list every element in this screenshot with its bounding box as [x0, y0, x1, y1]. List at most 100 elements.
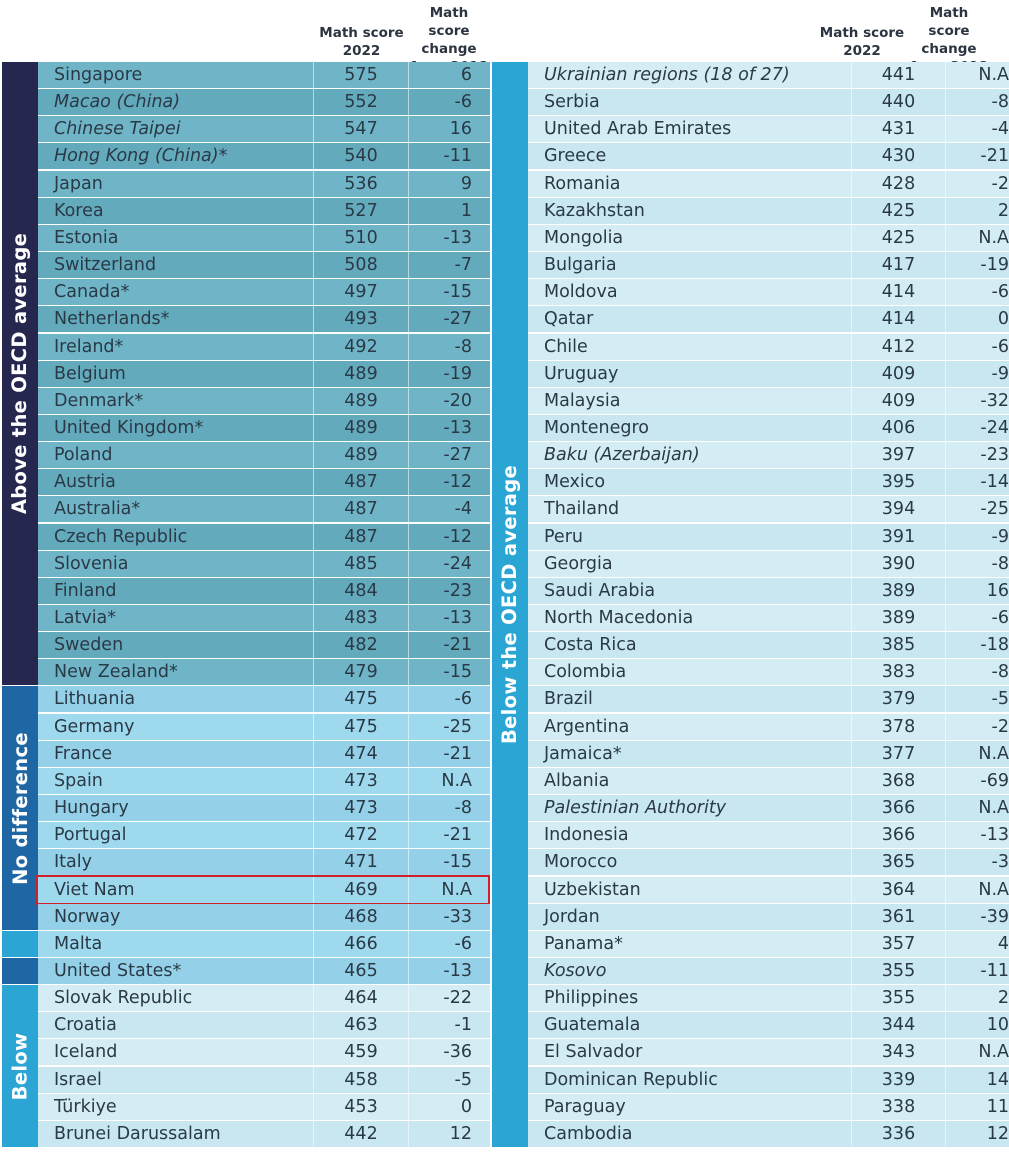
country-name: Macao (China)	[38, 89, 314, 116]
country-name: Switzerland	[38, 252, 314, 278]
math-score-2022: 366	[852, 795, 946, 821]
score-change: -15	[443, 662, 472, 683]
math-score-2022: 365	[852, 849, 946, 876]
country-name: Qatar	[528, 306, 852, 333]
country-name: Korea	[38, 197, 314, 224]
math-score-2022: 493	[314, 306, 409, 333]
table-row: United Arab Emirates 431 -4	[528, 116, 1009, 143]
score-change: -15	[443, 282, 472, 303]
score-change: -18	[980, 635, 1009, 656]
score-change: -6	[454, 689, 472, 710]
table-row: Hong Kong (China)* 540 -11	[38, 143, 490, 170]
country-name: Mongolia	[528, 224, 852, 251]
country-name: Poland	[38, 442, 314, 469]
table-row: Slovak Republic 464 -22	[38, 985, 490, 1012]
country-name: Moldova	[528, 279, 852, 306]
country-name: Jordan	[528, 903, 852, 930]
band-above-average: Above the OECD average	[2, 62, 38, 685]
math-score-2022: 390	[852, 550, 946, 577]
country-name: Singapore	[38, 62, 314, 88]
table-row: Thailand 394 -25	[528, 496, 1009, 523]
math-score-2022: 343	[852, 1039, 946, 1066]
country-name: Spain	[38, 767, 314, 794]
score-change: -6	[991, 608, 1009, 628]
math-score-2022: 475	[314, 686, 409, 713]
math-score-2022: 430	[852, 143, 946, 170]
table-row: Japan 536 9	[38, 170, 490, 197]
country-name: Morocco	[528, 849, 852, 876]
table-row: Dominican Republic 339 14	[528, 1066, 1009, 1093]
table-row: Canada* 497 -15	[38, 279, 490, 306]
score-change: -6	[991, 336, 1009, 357]
table-row: Guatemala 344 10	[528, 1012, 1009, 1039]
score-change: -6	[454, 933, 472, 954]
math-score-2022: 425	[852, 197, 946, 224]
score-change: -21	[980, 146, 1009, 167]
country-name: Georgia	[528, 550, 852, 577]
score-change: N.A	[978, 743, 1009, 764]
math-score-2022: 540	[314, 143, 409, 170]
math-score-2022: 465	[314, 957, 409, 984]
country-name: Chile	[528, 333, 852, 360]
table-row: Kosovo 355 -11	[528, 957, 1009, 984]
score-change: -8	[991, 92, 1009, 113]
table-row: Macao (China) 552 -6	[38, 89, 490, 116]
score-change: -25	[980, 499, 1009, 520]
table-row: Israel 458 -5	[38, 1066, 490, 1093]
table-row: Romania 428 -2	[528, 170, 1009, 197]
math-score-2022: 397	[852, 442, 946, 469]
table-row: Estonia 510 -13	[38, 224, 490, 251]
score-change: -8	[991, 553, 1009, 574]
score-change: -13	[443, 960, 472, 981]
math-score-2022: 489	[314, 414, 409, 441]
country-name: Israel	[38, 1066, 314, 1093]
score-change: 1	[460, 200, 472, 221]
table-row: Panama* 357 4	[528, 930, 1009, 957]
math-score-2022: 479	[314, 659, 409, 686]
score-change: 16	[986, 580, 1009, 601]
country-name: Hungary	[38, 795, 314, 821]
country-name: Finland	[38, 577, 314, 604]
score-change: 14	[986, 1069, 1009, 1090]
score-change: -2	[991, 173, 1009, 194]
math-score-2022: 355	[852, 957, 946, 984]
score-change: 12	[986, 1123, 1009, 1144]
score-change: N.A	[978, 879, 1009, 900]
country-name: Malta	[38, 930, 314, 957]
table-row: Colombia 383 -8	[528, 659, 1009, 686]
math-score-2022: 547	[314, 116, 409, 143]
score-change: 2	[997, 988, 1009, 1009]
table-row: Singapore 575 6	[38, 62, 490, 88]
country-name: Austria	[38, 469, 314, 496]
math-score-2022: 394	[852, 496, 946, 523]
right-score-header: Math score 2022	[819, 25, 905, 59]
math-score-2022: 468	[314, 903, 409, 930]
score-change: -7	[454, 255, 472, 275]
score-change: -11	[443, 146, 472, 167]
country-name: Hong Kong (China)*	[38, 143, 314, 170]
table-row: Mongolia 425 N.A	[528, 224, 1009, 251]
country-name: Montenegro	[528, 414, 852, 441]
math-score-2022: 489	[314, 442, 409, 469]
table-row: Bulgaria 417 -19	[528, 252, 1009, 278]
table-row: Lithuania 475 -6	[38, 686, 490, 713]
score-change: 9	[460, 173, 472, 194]
math-score-2022: 475	[314, 713, 409, 740]
math-score-2022: 391	[852, 523, 946, 550]
band-below-average: Below the OECD average	[492, 62, 528, 1147]
country-name: Costa Rica	[528, 632, 852, 659]
score-change: -4	[991, 119, 1009, 140]
math-score-2022: 389	[852, 577, 946, 604]
band-malta-marker	[2, 931, 38, 957]
math-score-2022: 575	[314, 62, 409, 88]
score-change: -23	[443, 580, 472, 601]
country-name: Czech Republic	[38, 523, 314, 550]
math-score-2022: 552	[314, 89, 409, 116]
band-below-label: Below the OECD average	[498, 464, 522, 745]
table-row: Netherlands* 493 -27	[38, 306, 490, 333]
score-change: N.A	[978, 227, 1009, 248]
math-score-2022: 431	[852, 116, 946, 143]
math-score-2022: 487	[314, 469, 409, 496]
table-row: United Kingdom* 489 -13	[38, 414, 490, 441]
score-change: -5	[991, 689, 1009, 710]
